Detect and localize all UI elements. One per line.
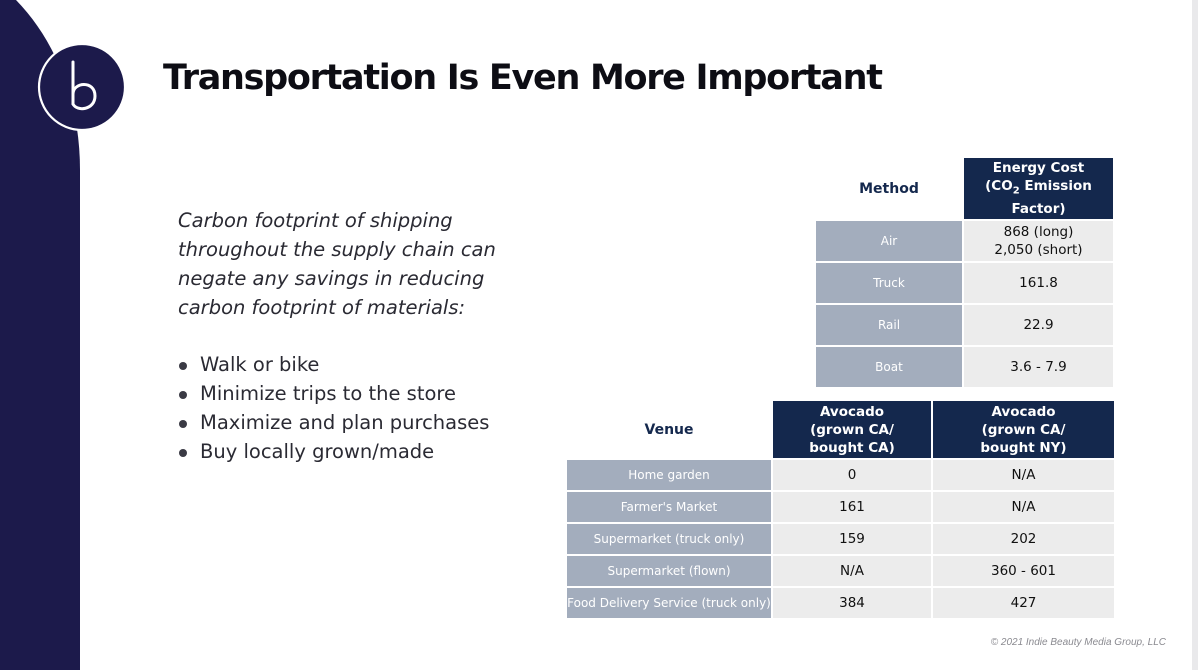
bullet-dot-icon bbox=[179, 420, 187, 428]
method-table: Method Energy Cost (CO2 Emission Factor)… bbox=[814, 156, 1115, 389]
venue-column-header: Venue bbox=[567, 401, 771, 458]
list-item: Maximize and plan purchases bbox=[178, 408, 489, 437]
avocado-ca-cell: 159 bbox=[773, 524, 931, 554]
table-row: Rail 22.9 bbox=[816, 305, 1113, 345]
avocado-ny-column-header: Avocado (grown CA/ bought NY) bbox=[933, 401, 1114, 458]
energy-cost-cell: 868 (long) 2,050 (short) bbox=[964, 221, 1113, 261]
table-row: Food Delivery Service (truck only) 384 4… bbox=[567, 588, 1114, 618]
bullet-dot-icon bbox=[179, 362, 187, 370]
header-line: (grown CA/ bbox=[981, 421, 1066, 438]
venue-cell: Farmer's Market bbox=[567, 492, 771, 522]
energy-cost-cell: 22.9 bbox=[964, 305, 1113, 345]
avocado-ny-cell: 427 bbox=[933, 588, 1114, 618]
bullet-text: Buy locally grown/made bbox=[200, 440, 435, 463]
venue-cell: Supermarket (truck only) bbox=[567, 524, 771, 554]
header-line: bought NY) bbox=[980, 439, 1067, 456]
bullet-list: Walk or bike Minimize trips to the store… bbox=[178, 350, 489, 466]
intro-text: Carbon footprint of shipping throughout … bbox=[178, 209, 496, 319]
energy-cost-cell: 3.6 - 7.9 bbox=[964, 347, 1113, 387]
method-cell: Truck bbox=[816, 263, 962, 303]
method-column-header: Method bbox=[816, 158, 962, 219]
table-row: Boat 3.6 - 7.9 bbox=[816, 347, 1113, 387]
value-line: 2,050 (short) bbox=[994, 242, 1083, 258]
table-header-row: Method Energy Cost (CO2 Emission Factor) bbox=[816, 158, 1113, 219]
avocado-ca-cell: 384 bbox=[773, 588, 931, 618]
avocado-ca-cell: 0 bbox=[773, 460, 931, 490]
header-line: Avocado bbox=[991, 403, 1056, 420]
table-row: Air 868 (long) 2,050 (short) bbox=[816, 221, 1113, 261]
table-row: Supermarket (flown) N/A 360 - 601 bbox=[567, 556, 1114, 586]
header-line: bought CA) bbox=[809, 439, 895, 456]
venue-cell: Supermarket (flown) bbox=[567, 556, 771, 586]
venue-table: Venue Avocado (grown CA/ bought CA) Avoc… bbox=[565, 399, 1116, 620]
header-line: Avocado bbox=[819, 403, 885, 420]
avocado-ny-cell: 360 - 601 bbox=[933, 556, 1114, 586]
venue-cell: Home garden bbox=[567, 460, 771, 490]
avocado-ny-cell: N/A bbox=[933, 492, 1114, 522]
copyright-text: © 2021 Indie Beauty Media Group, LLC bbox=[990, 637, 1166, 648]
energy-cost-cell: 161.8 bbox=[964, 263, 1113, 303]
avocado-ca-cell: 161 bbox=[773, 492, 931, 522]
header-line: (CO bbox=[985, 177, 1013, 194]
table-header-row: Venue Avocado (grown CA/ bought CA) Avoc… bbox=[567, 401, 1114, 458]
list-item: Buy locally grown/made bbox=[178, 437, 489, 466]
method-cell: Rail bbox=[816, 305, 962, 345]
method-cell: Air bbox=[816, 221, 962, 261]
bullet-text: Maximize and plan purchases bbox=[200, 411, 490, 434]
table-row: Supermarket (truck only) 159 202 bbox=[567, 524, 1114, 554]
bullet-dot-icon bbox=[179, 449, 187, 457]
b-logo-icon bbox=[37, 42, 127, 132]
bullet-text: Walk or bike bbox=[200, 353, 320, 376]
side-panel bbox=[0, 0, 80, 670]
avocado-ny-cell: 202 bbox=[933, 524, 1114, 554]
subscript-2: 2 bbox=[1012, 185, 1020, 197]
avocado-ca-column-header: Avocado (grown CA/ bought CA) bbox=[773, 401, 931, 458]
header-line: Energy Cost bbox=[992, 159, 1085, 176]
energy-cost-column-header: Energy Cost (CO2 Emission Factor) bbox=[964, 158, 1113, 219]
table-row: Home garden 0 N/A bbox=[567, 460, 1114, 490]
avocado-ca-cell: N/A bbox=[773, 556, 931, 586]
header-line: Factor) bbox=[1011, 201, 1066, 218]
method-cell: Boat bbox=[816, 347, 962, 387]
header-line: Emission bbox=[1019, 177, 1092, 194]
venue-cell: Food Delivery Service (truck only) bbox=[567, 588, 771, 618]
right-edge-bar bbox=[1192, 0, 1198, 670]
bullet-dot-icon bbox=[179, 391, 187, 399]
header-line: (grown CA/ bbox=[810, 421, 894, 438]
avocado-ny-cell: N/A bbox=[933, 460, 1114, 490]
page-title: Transportation Is Even More Important bbox=[163, 58, 883, 98]
bullet-text: Minimize trips to the store bbox=[200, 382, 456, 405]
table-row: Truck 161.8 bbox=[816, 263, 1113, 303]
table-row: Farmer's Market 161 N/A bbox=[567, 492, 1114, 522]
value-line: 868 (long) bbox=[1003, 224, 1074, 240]
list-item: Walk or bike bbox=[178, 350, 489, 379]
list-item: Minimize trips to the store bbox=[178, 379, 489, 408]
